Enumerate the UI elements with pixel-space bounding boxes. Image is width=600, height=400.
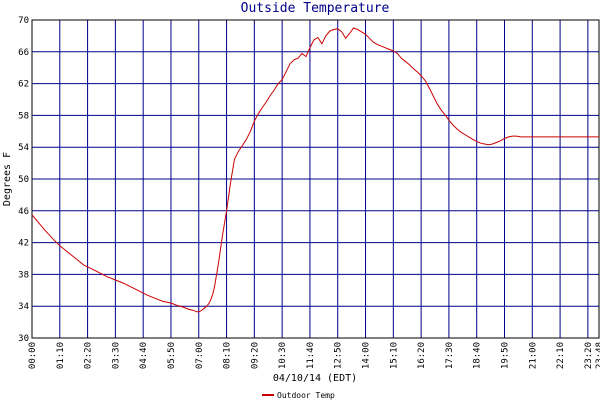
- x-tick-label: 22:10: [556, 342, 566, 369]
- series-line-outdoor-temp: [31, 27, 599, 313]
- y-tick-label: 50: [18, 175, 29, 185]
- plot-frame: [31, 19, 600, 339]
- x-tick-label: 21:00: [528, 342, 538, 369]
- x-tick-label: 16:20: [417, 342, 427, 369]
- x-tick-label: 14:00: [362, 342, 372, 369]
- y-tick-label: 62: [18, 80, 29, 90]
- x-tick-label: 03:30: [111, 342, 121, 369]
- y-tick-label: 70: [18, 16, 29, 26]
- x-axis-ticks: 00:00 01:10 02:20 03:30 04:40 05:50 07:00 08:10…: [28, 342, 600, 369]
- x-tick-label: 05:50: [167, 342, 177, 369]
- legend-label: Outdoor Temp: [277, 391, 335, 400]
- y-axis-ticks: 30 34 38 42 46 50 54 58 62 66 70: [18, 16, 29, 344]
- y-tick-label: 38: [18, 270, 29, 280]
- y-tick-label: 66: [18, 48, 29, 58]
- x-tick-label: 04:40: [139, 342, 149, 369]
- y-tick-label: 34: [18, 302, 29, 312]
- x-tick-label: 01:10: [56, 342, 66, 369]
- x-tick-label: 02:20: [84, 342, 94, 369]
- legend: Outdoor Temp: [262, 391, 335, 400]
- y-axis-label: Degrees F: [2, 152, 13, 206]
- x-tick-label: 19:50: [501, 342, 511, 369]
- x-tick-label: 11:40: [306, 342, 316, 369]
- x-tick-label: 00:00: [28, 342, 38, 369]
- x-tick-label: 17:30: [445, 342, 455, 369]
- y-tick-label: 58: [18, 111, 29, 121]
- x-axis-label: 04/10/14 (EDT): [273, 373, 357, 384]
- x-tick-label: 23:20: [584, 342, 594, 369]
- y-tick-label: 30: [18, 334, 29, 344]
- y-tick-label: 46: [18, 207, 29, 217]
- x-tick-label: 08:10: [223, 342, 233, 369]
- y-tick-label: 42: [18, 239, 29, 249]
- x-tick-label: 12:50: [334, 342, 344, 369]
- x-tick-label: 10:30: [278, 342, 288, 369]
- x-tick-label: 09:20: [250, 342, 260, 369]
- y-tick-label: 54: [18, 143, 29, 153]
- chart-title: Outside Temperature: [241, 1, 390, 16]
- x-tick-label: 15:10: [389, 342, 399, 369]
- x-tick-label: 07:00: [195, 342, 205, 369]
- x-tick-label: 18:40: [473, 342, 483, 369]
- grid-lines: [32, 20, 599, 338]
- x-tick-label: 23:48: [595, 342, 600, 369]
